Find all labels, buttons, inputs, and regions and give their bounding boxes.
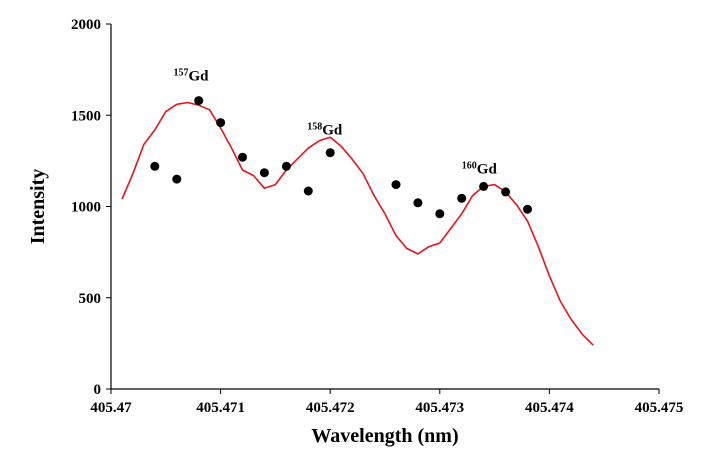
y-tick-label: 1500 <box>71 108 101 124</box>
y-axis-title: Intensity <box>27 169 49 245</box>
isotope-element: Gd <box>322 122 343 138</box>
isotope-mass: 160 <box>462 161 477 172</box>
data-point <box>194 96 204 106</box>
x-tick-label: 405.47 <box>90 400 132 416</box>
y-tick-label: 2000 <box>71 17 101 33</box>
data-point <box>259 168 269 178</box>
peak-label: 158Gd <box>307 121 343 138</box>
x-ticks: 405.47 405.471 405.472 405.473 405.474 405.47… <box>90 389 683 416</box>
spectrum-line <box>121 101 594 346</box>
isotope-mass: 157 <box>173 68 188 79</box>
data-point <box>172 174 182 184</box>
data-point <box>325 148 335 158</box>
measured-points-series <box>150 96 532 219</box>
isotope-element: Gd <box>477 162 498 178</box>
data-point <box>523 204 532 214</box>
x-axis-title: Wavelength (nm) <box>311 425 458 447</box>
x-tick-label: 405.473 <box>415 400 464 416</box>
x-tick-label: 405.474 <box>525 400 574 416</box>
x-tick-label: 405.471 <box>196 400 245 416</box>
x-tick-label: 405.475 <box>635 400 684 416</box>
y-tick-label: 0 <box>94 382 102 398</box>
data-point <box>391 180 401 190</box>
data-point <box>150 161 160 171</box>
y-ticks: 0 500 1000 1500 2000 <box>71 17 111 398</box>
data-point <box>457 193 467 203</box>
isotope-mass: 158 <box>307 121 322 132</box>
y-tick-label: 500 <box>79 291 102 307</box>
data-point <box>281 161 291 171</box>
peak-label: 160Gd <box>462 161 498 178</box>
data-point <box>435 209 445 219</box>
isotope-element: Gd <box>188 69 209 85</box>
data-point <box>479 181 489 191</box>
peak-label: 157Gd <box>173 68 209 85</box>
data-point <box>238 152 247 162</box>
y-tick-label: 1000 <box>71 200 101 216</box>
data-point <box>501 187 511 197</box>
x-tick-label: 405.472 <box>306 400 355 416</box>
data-point <box>413 198 423 208</box>
spectrum-line-series <box>121 101 594 346</box>
data-point <box>216 118 226 128</box>
data-point <box>303 186 313 196</box>
